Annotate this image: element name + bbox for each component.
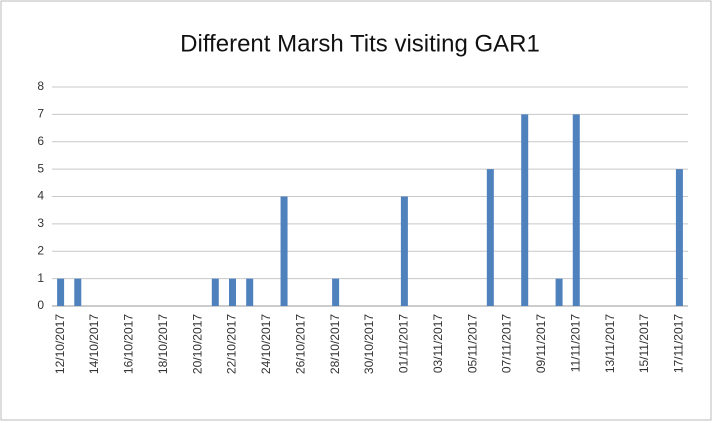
x-tick-label: 28/10/2017 — [328, 314, 342, 374]
x-tick-label: 24/10/2017 — [259, 314, 273, 374]
x-tick-label: 05/11/2017 — [465, 314, 479, 373]
x-tick-label: 30/10/2017 — [362, 314, 376, 374]
bar — [521, 114, 529, 306]
bar — [555, 278, 563, 306]
x-tick-label: 22/10/2017 — [225, 314, 239, 374]
x-tick-label: 26/10/2017 — [293, 314, 307, 374]
x-tick-label: 07/11/2017 — [500, 314, 514, 373]
x-tick-label: 20/10/2017 — [190, 314, 204, 374]
x-tick-label: 11/11/2017 — [568, 314, 582, 373]
bar — [280, 196, 288, 306]
y-tick-label: 5 — [37, 161, 44, 175]
bar — [572, 114, 580, 306]
x-tick-label: 13/11/2017 — [603, 314, 617, 373]
bar — [57, 278, 65, 306]
bar — [246, 278, 254, 306]
x-tick-label: 12/10/2017 — [53, 314, 67, 374]
y-tick-label: 3 — [37, 216, 44, 230]
bar — [74, 278, 82, 306]
bar — [400, 196, 408, 306]
y-tick-label: 2 — [37, 243, 44, 257]
y-tick-label: 6 — [37, 134, 44, 148]
y-tick-label: 1 — [37, 271, 44, 285]
bar — [486, 169, 494, 306]
y-tick-label: 7 — [37, 107, 44, 121]
x-tick-label: 14/10/2017 — [87, 314, 101, 374]
y-tick-label: 8 — [37, 79, 44, 93]
x-tick-label: 16/10/2017 — [122, 314, 136, 374]
x-tick-label: 09/11/2017 — [534, 314, 548, 373]
x-tick-label: 01/11/2017 — [397, 314, 411, 373]
x-tick-label: 15/11/2017 — [637, 314, 651, 373]
y-tick-label: 0 — [37, 298, 44, 312]
bar — [211, 278, 219, 306]
chart-title: Different Marsh Tits visiting GAR1 — [180, 30, 540, 57]
bar — [675, 169, 683, 306]
bar — [228, 278, 236, 306]
x-tick-label: 18/10/2017 — [156, 314, 170, 374]
bar — [332, 278, 340, 306]
y-tick-label: 4 — [37, 189, 44, 203]
x-tick-label: 17/11/2017 — [672, 314, 686, 373]
x-tick-label: 03/11/2017 — [431, 314, 445, 373]
